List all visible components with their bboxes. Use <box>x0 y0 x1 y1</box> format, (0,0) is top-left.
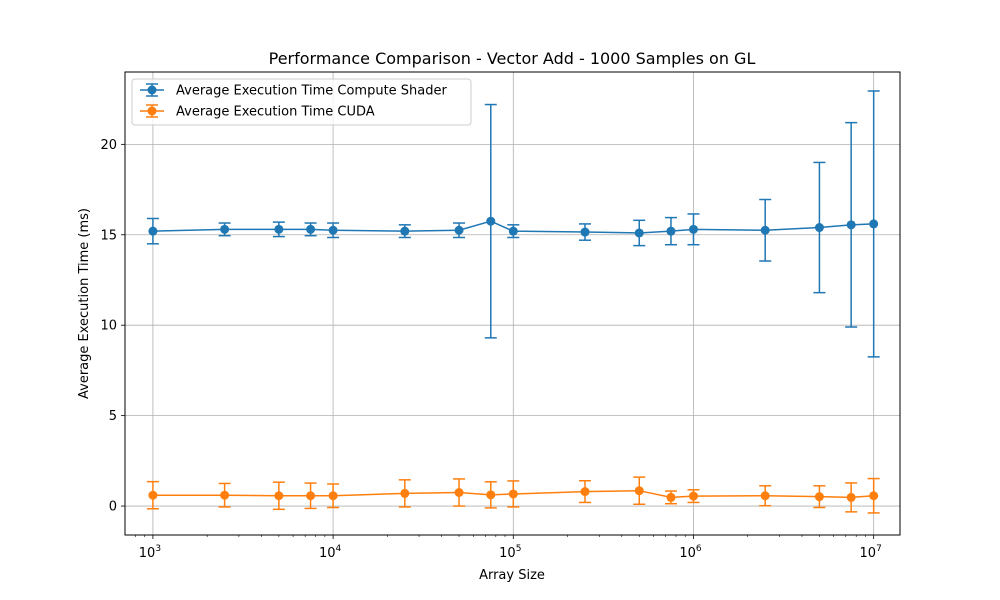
data-point <box>328 491 338 501</box>
data-point <box>814 223 824 233</box>
grid-layer <box>125 72 900 535</box>
data-point <box>508 226 518 236</box>
data-point <box>846 492 856 502</box>
y-tick-label: 0 <box>109 500 117 515</box>
data-point <box>869 219 879 229</box>
x-tick-label: 106 <box>679 544 702 561</box>
y-axis-label: Average Execution Time (ms) <box>77 208 92 399</box>
legend-label: Average Execution Time Compute Shader <box>176 84 448 99</box>
series-group <box>146 476 880 514</box>
x-axis-label: Array Size <box>479 568 545 583</box>
data-point <box>634 486 644 496</box>
y-tick-label: 20 <box>100 138 117 153</box>
x-tick-label: 107 <box>860 544 882 561</box>
data-point <box>760 491 770 501</box>
legend-marker <box>147 85 157 95</box>
x-tick-label: 105 <box>499 544 521 561</box>
legend-entry: Average Execution Time CUDA <box>140 104 375 120</box>
data-point <box>400 488 410 498</box>
data-point <box>274 491 284 501</box>
data-point <box>486 216 496 226</box>
tick-layer: 103 104 105 106 107 0 5 10 15 20 <box>100 138 881 561</box>
data-point <box>454 225 464 235</box>
data-point <box>328 225 338 235</box>
x-tick-label: 103 <box>139 544 161 561</box>
data-point <box>220 490 230 500</box>
data-point <box>148 490 158 500</box>
data-point <box>454 487 464 497</box>
data-point <box>869 491 879 501</box>
data-point <box>846 220 856 230</box>
data-point <box>580 227 590 237</box>
data-point <box>634 228 644 238</box>
legend: Average Execution Time Compute Shader Ave… <box>131 78 472 126</box>
series-layer <box>146 90 880 514</box>
data-point <box>666 492 676 502</box>
data-point <box>306 224 316 234</box>
data-point <box>400 226 410 236</box>
data-point <box>580 487 590 497</box>
y-tick-label: 15 <box>100 228 117 243</box>
chart-title: Performance Comparison - Vector Add - 10… <box>269 49 756 68</box>
data-point <box>688 224 698 234</box>
legend-entry: Average Execution Time Compute Shader <box>140 83 448 99</box>
data-point <box>306 491 316 501</box>
data-point <box>666 226 676 236</box>
plot-frame <box>124 71 901 536</box>
data-point <box>486 490 496 500</box>
y-tick-label: 5 <box>109 409 117 424</box>
data-point <box>220 224 230 234</box>
legend-box <box>131 78 472 126</box>
series-group <box>146 90 880 358</box>
data-point <box>148 226 158 236</box>
data-point <box>274 224 284 234</box>
data-point <box>688 491 698 501</box>
y-tick-label: 10 <box>100 319 117 334</box>
legend-label: Average Execution Time CUDA <box>176 105 375 120</box>
data-point <box>760 225 770 235</box>
data-point <box>508 489 518 499</box>
legend-marker <box>147 106 157 116</box>
x-tick-label: 104 <box>319 544 342 561</box>
data-point <box>814 492 824 502</box>
